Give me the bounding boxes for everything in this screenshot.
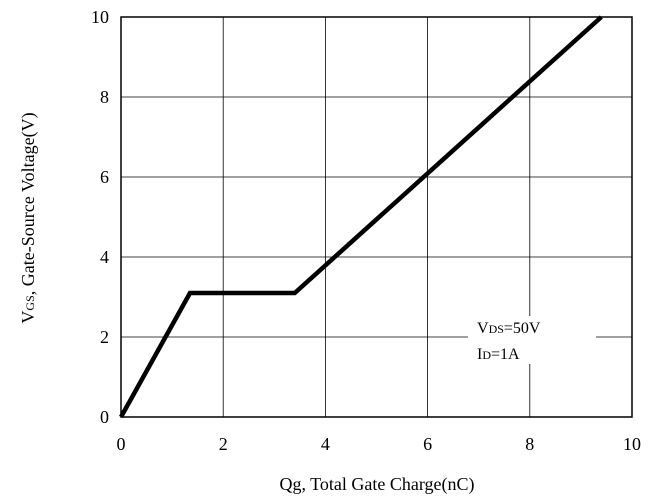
y-tick-label: 6 [100,167,109,187]
annotation-vds-main: V [477,320,489,337]
annotation-box: VDS=50V ID=1A [468,316,596,364]
plot-frame [120,16,633,418]
x-axis-label: Qg, Total Gate Charge(nC) [279,474,474,495]
y-axis-label: VGS, Gate-Source Voltage(V) [18,112,39,323]
series-line [119,15,603,419]
annotation-vds: VDS=50V [477,320,541,337]
x-tick-label: 10 [623,434,641,454]
annotation-id-sub: D [482,348,491,362]
x-tick-label: 8 [525,434,534,454]
x-tick-labels: 0 2 4 6 8 10 [117,434,642,454]
x-tick-label: 0 [117,434,126,454]
y-tick-label: 8 [100,87,109,107]
annotation-vds-value: =50V [504,320,541,337]
y-axis-label-sub: GS [23,295,37,310]
y-tick-label: 2 [100,327,109,347]
annotation-id-main: I [477,346,482,363]
x-tick-label: 2 [219,434,228,454]
y-axis-label-main: V [18,311,38,324]
annotation-background [468,316,596,364]
annotation-id: ID=1A [477,346,520,363]
annotation-id-value: =1A [491,346,520,363]
y-tick-label: 0 [100,407,109,427]
y-axis-label-rest: , Gate-Source Voltage(V) [18,112,39,295]
series-group [119,15,603,419]
annotation-vds-sub: DS [489,322,504,336]
y-tick-label: 4 [100,247,109,267]
x-tick-label: 6 [423,434,432,454]
x-tick-label: 4 [321,434,330,454]
y-tick-labels: 0 2 4 6 8 10 [91,7,109,427]
y-tick-label: 10 [91,7,109,27]
